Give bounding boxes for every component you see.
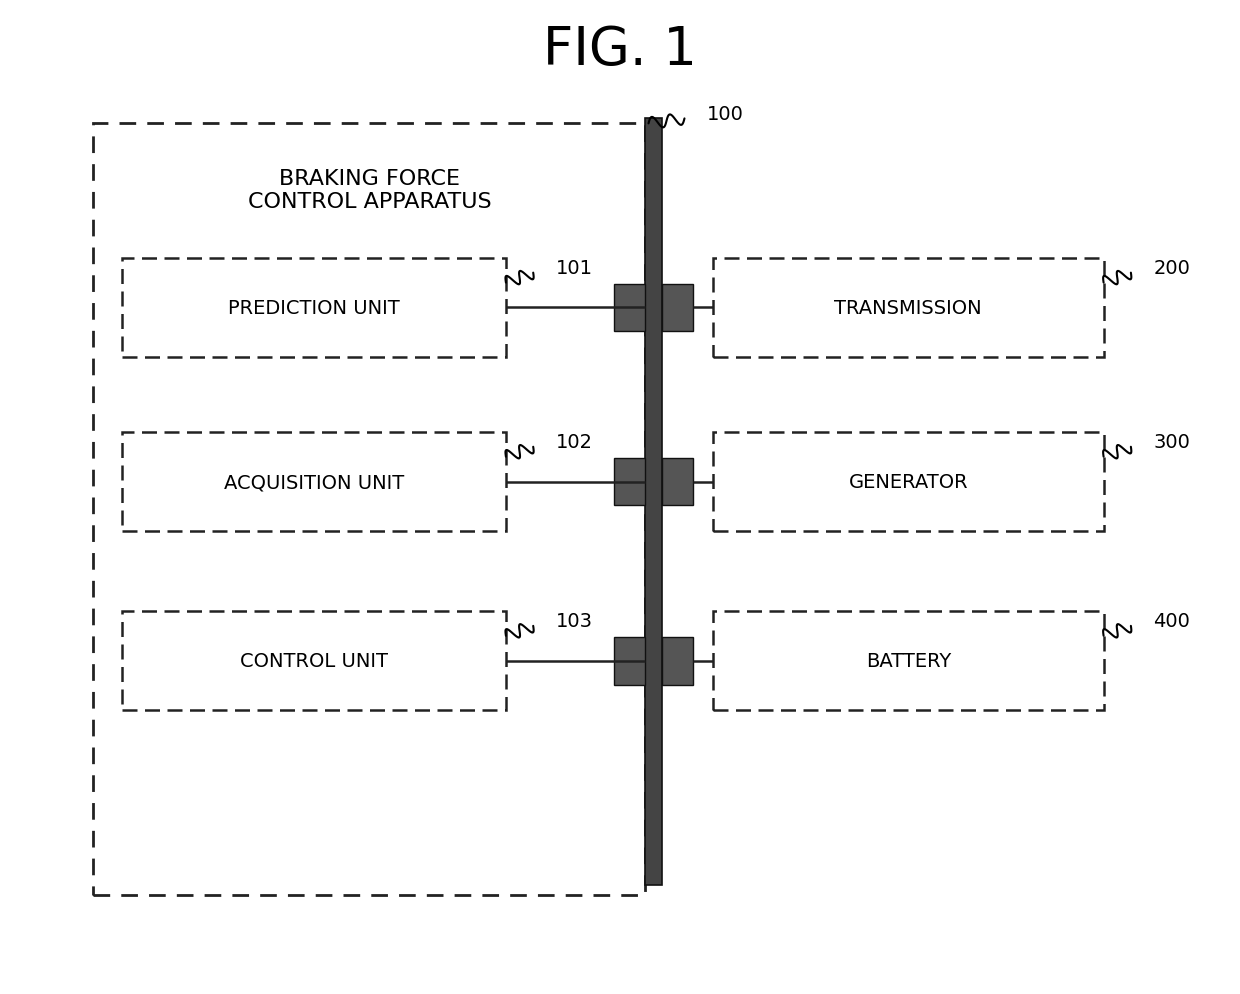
Bar (662, 284, 693, 332)
Bar (713, 611, 1104, 711)
Text: BATTERY: BATTERY (866, 651, 951, 671)
Text: GENERATOR: GENERATOR (848, 472, 968, 492)
Bar (662, 458, 693, 506)
Text: 300: 300 (1153, 432, 1190, 452)
Bar (645, 119, 662, 885)
Text: 103: 103 (556, 611, 593, 631)
Text: 101: 101 (556, 258, 593, 278)
Bar (93, 124, 645, 895)
Bar (122, 611, 506, 711)
Text: 200: 200 (1153, 258, 1190, 278)
Text: TRANSMISSION: TRANSMISSION (835, 298, 982, 318)
Bar (614, 284, 645, 332)
Text: CONTROL UNIT: CONTROL UNIT (239, 651, 388, 671)
Text: BRAKING FORCE
CONTROL APPARATUS: BRAKING FORCE CONTROL APPARATUS (248, 169, 491, 212)
Text: FIG. 1: FIG. 1 (543, 24, 697, 76)
Text: ACQUISITION UNIT: ACQUISITION UNIT (223, 472, 404, 492)
Text: 102: 102 (556, 432, 593, 452)
Bar (122, 432, 506, 532)
Text: 400: 400 (1153, 611, 1190, 631)
Bar (614, 637, 645, 685)
Text: PREDICTION UNIT: PREDICTION UNIT (228, 298, 399, 318)
Bar (662, 637, 693, 685)
Bar (614, 458, 645, 506)
Bar (713, 258, 1104, 358)
Text: 100: 100 (707, 104, 744, 124)
Bar (122, 258, 506, 358)
Bar (713, 432, 1104, 532)
